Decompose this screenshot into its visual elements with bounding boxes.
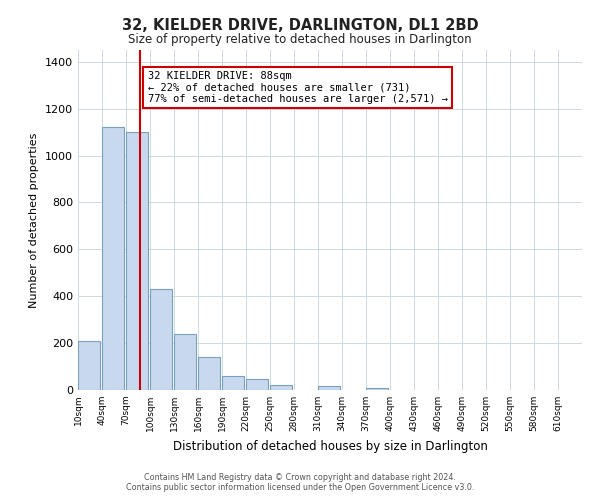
Text: Contains HM Land Registry data © Crown copyright and database right 2024.
Contai: Contains HM Land Registry data © Crown c… <box>126 473 474 492</box>
Bar <box>366 388 388 390</box>
Y-axis label: Number of detached properties: Number of detached properties <box>29 132 40 308</box>
Text: 32 KIELDER DRIVE: 88sqm
← 22% of detached houses are smaller (731)
77% of semi-d: 32 KIELDER DRIVE: 88sqm ← 22% of detache… <box>148 71 448 104</box>
Bar <box>246 378 268 390</box>
Bar <box>270 386 292 390</box>
Bar <box>102 128 124 390</box>
Bar <box>150 289 172 390</box>
Text: 32, KIELDER DRIVE, DARLINGTON, DL1 2BD: 32, KIELDER DRIVE, DARLINGTON, DL1 2BD <box>122 18 478 32</box>
Bar <box>78 341 100 390</box>
Bar <box>174 334 196 390</box>
Text: Size of property relative to detached houses in Darlington: Size of property relative to detached ho… <box>128 32 472 46</box>
Bar <box>318 386 340 390</box>
X-axis label: Distribution of detached houses by size in Darlington: Distribution of detached houses by size … <box>173 440 487 452</box>
Bar <box>126 132 148 390</box>
Bar <box>198 357 220 390</box>
Bar <box>222 376 244 390</box>
